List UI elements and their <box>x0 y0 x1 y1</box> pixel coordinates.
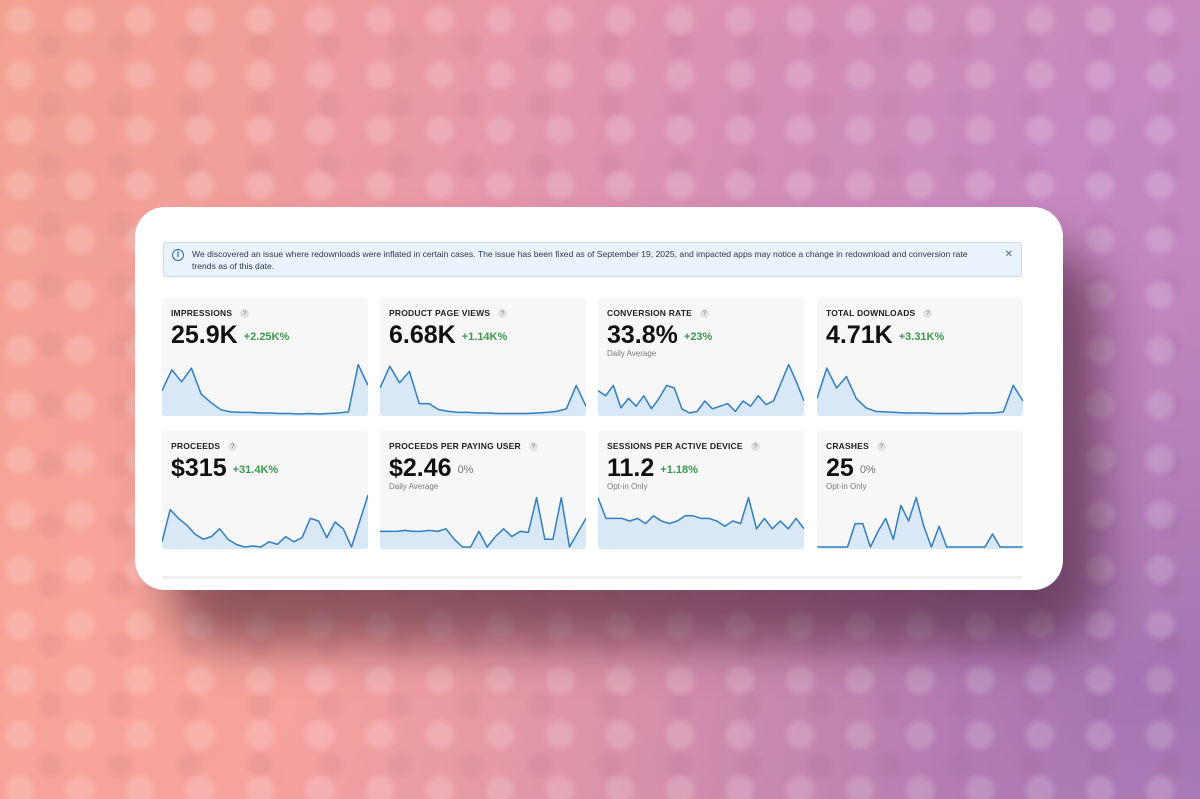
metric-title: PRODUCT PAGE VIEWS <box>389 308 491 318</box>
metric-value: 33.8% <box>607 321 678 349</box>
metric-card-sessions-per-active-device[interactable]: SESSIONS PER ACTIVE DEVICE? 11.2 +1.18% O… <box>598 431 804 549</box>
sparkline-area <box>162 364 368 416</box>
metric-value: 11.2 <box>607 454 655 482</box>
sparkline-area <box>380 497 586 549</box>
metric-value: 6.68K <box>389 321 456 349</box>
sparkline-area <box>598 364 804 416</box>
metric-change: +31.4K% <box>232 464 279 476</box>
metric-change: +3.31K% <box>898 331 945 343</box>
sparkline-line <box>162 363 368 415</box>
sparkline-area <box>817 368 1023 416</box>
metric-subtitle: Daily Average <box>607 349 657 358</box>
metric-subtitle: Opt-in Only <box>826 482 867 491</box>
sparkline-line <box>817 496 1023 548</box>
help-icon[interactable]: ? <box>700 309 710 318</box>
metric-card-conversion-rate[interactable]: CONVERSION RATE? 33.8% +23% Daily Average <box>598 298 804 416</box>
metric-change: 0% <box>859 464 876 476</box>
metric-change: +1.14K% <box>461 331 508 343</box>
sparkline-area <box>162 495 368 549</box>
sparkline-area <box>598 497 804 549</box>
info-icon: i <box>172 249 184 261</box>
metric-card-crashes[interactable]: CRASHES? 25 0% Opt-in Only <box>817 431 1023 549</box>
trend-sparkline <box>162 494 368 549</box>
trend-sparkline <box>380 496 586 549</box>
metric-title: PROCEEDS <box>171 441 221 451</box>
sparkline-line <box>380 365 586 415</box>
metric-card-proceeds[interactable]: PROCEEDS? $315 +31.4K% <box>162 431 368 549</box>
metric-change: +1.18% <box>660 464 698 476</box>
help-icon[interactable]: ? <box>528 442 538 451</box>
notice-banner: i We discovered an issue where redownloa… <box>163 242 1022 277</box>
metric-card-total-downloads[interactable]: TOTAL DOWNLOADS? 4.71K +3.31K% <box>817 298 1023 416</box>
metric-card-impressions[interactable]: IMPRESSIONS? 25.9K +2.25K% <box>162 298 368 416</box>
metric-value: 4.71K <box>826 321 893 349</box>
metric-title: TOTAL DOWNLOADS <box>826 308 916 318</box>
metric-title: CONVERSION RATE <box>607 308 693 318</box>
trend-sparkline <box>162 363 368 416</box>
metric-title: IMPRESSIONS <box>171 308 233 318</box>
metric-title: PROCEEDS PER PAYING USER <box>389 441 521 451</box>
sparkline-line <box>380 496 586 548</box>
sparkline-area <box>817 497 1023 549</box>
help-icon[interactable]: ? <box>876 442 886 451</box>
help-icon[interactable]: ? <box>923 309 933 318</box>
help-icon[interactable]: ? <box>498 309 508 318</box>
metric-card-proceeds-per-paying-user[interactable]: PROCEEDS PER PAYING USER? $2.46 0% Daily … <box>380 431 586 549</box>
metric-value: $315 <box>171 454 227 482</box>
metric-change: +2.25K% <box>243 331 290 343</box>
close-icon[interactable]: ✕ <box>1004 249 1013 260</box>
help-icon[interactable]: ? <box>240 309 250 318</box>
metric-card-product-page-views[interactable]: PRODUCT PAGE VIEWS? 6.68K +1.14K% <box>380 298 586 416</box>
help-icon[interactable]: ? <box>750 442 760 451</box>
metric-title: SESSIONS PER ACTIVE DEVICE <box>607 441 743 451</box>
sparkline-line <box>598 496 804 530</box>
metric-value: 25 <box>826 454 854 482</box>
sparkline-line <box>598 363 804 414</box>
metric-subtitle: Opt-in Only <box>607 482 648 491</box>
help-icon[interactable]: ? <box>228 442 238 451</box>
metric-value: $2.46 <box>389 454 452 482</box>
trend-sparkline <box>380 365 586 416</box>
metric-title: CRASHES <box>826 441 869 451</box>
trend-sparkline <box>598 496 804 549</box>
trend-sparkline <box>598 363 804 416</box>
analytics-card: i We discovered an issue where redownloa… <box>135 207 1063 590</box>
section-divider <box>163 576 1022 579</box>
metric-value: 25.9K <box>171 321 238 349</box>
sparkline-area <box>380 366 586 416</box>
trend-sparkline <box>817 496 1023 549</box>
sparkline-line <box>162 494 368 548</box>
sparkline-line <box>817 367 1023 415</box>
metric-change: 0% <box>457 464 474 476</box>
metric-change: +23% <box>683 331 713 343</box>
notice-message: We discovered an issue where redownloads… <box>192 249 968 271</box>
metric-subtitle: Daily Average <box>389 482 439 491</box>
trend-sparkline <box>817 367 1023 416</box>
